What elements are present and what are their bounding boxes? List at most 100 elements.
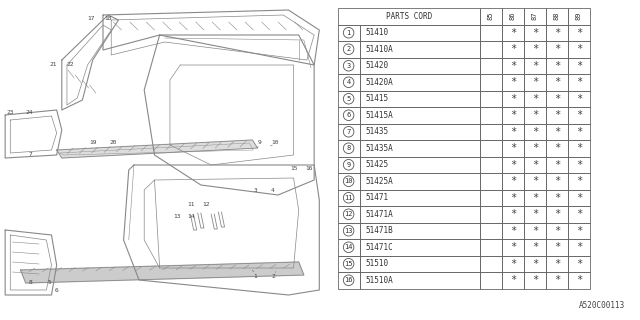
- Bar: [524, 206, 546, 222]
- Bar: [502, 25, 524, 41]
- Bar: [568, 140, 590, 156]
- Bar: [568, 107, 590, 124]
- Bar: [338, 8, 480, 25]
- Bar: [480, 25, 502, 41]
- Bar: [502, 189, 524, 206]
- Text: *: *: [509, 226, 516, 236]
- Bar: [360, 58, 480, 74]
- Text: 3: 3: [346, 63, 351, 69]
- Bar: [524, 124, 546, 140]
- Bar: [502, 239, 524, 255]
- Text: 8: 8: [29, 281, 33, 285]
- Bar: [546, 25, 568, 41]
- Text: *: *: [554, 226, 560, 236]
- Text: *: *: [532, 143, 538, 153]
- Text: 2: 2: [271, 274, 275, 278]
- Text: *: *: [576, 94, 582, 104]
- Bar: [360, 41, 480, 58]
- Text: 17: 17: [87, 15, 94, 20]
- Bar: [502, 74, 524, 91]
- Text: 16: 16: [344, 277, 353, 283]
- Bar: [546, 255, 568, 272]
- Bar: [568, 239, 590, 255]
- Text: 23: 23: [6, 109, 14, 115]
- Bar: [360, 173, 480, 189]
- Bar: [502, 272, 524, 289]
- Bar: [502, 8, 524, 25]
- Text: *: *: [554, 110, 560, 120]
- Text: 8: 8: [346, 145, 351, 151]
- Text: 51425: 51425: [365, 160, 388, 169]
- Text: 51420A: 51420A: [365, 78, 394, 87]
- Text: *: *: [532, 275, 538, 285]
- Bar: [338, 91, 360, 107]
- Bar: [568, 272, 590, 289]
- Bar: [338, 124, 360, 140]
- Text: *: *: [576, 127, 582, 137]
- Bar: [546, 189, 568, 206]
- Text: *: *: [554, 28, 560, 38]
- Bar: [360, 222, 480, 239]
- Text: *: *: [576, 61, 582, 71]
- Text: 16: 16: [305, 165, 313, 171]
- Bar: [502, 255, 524, 272]
- Bar: [338, 74, 360, 91]
- Bar: [480, 173, 502, 189]
- Bar: [546, 8, 568, 25]
- Bar: [480, 239, 502, 255]
- Text: 5: 5: [346, 96, 351, 102]
- Text: 21: 21: [50, 62, 58, 68]
- Text: *: *: [554, 242, 560, 252]
- Text: 7: 7: [29, 153, 33, 157]
- Bar: [480, 156, 502, 173]
- Bar: [480, 74, 502, 91]
- Text: 51510A: 51510A: [365, 276, 394, 285]
- Text: 13: 13: [344, 228, 353, 234]
- Bar: [502, 124, 524, 140]
- Text: 51415: 51415: [365, 94, 388, 103]
- Text: *: *: [509, 193, 516, 203]
- Text: *: *: [509, 28, 516, 38]
- Bar: [546, 272, 568, 289]
- Bar: [502, 156, 524, 173]
- Bar: [338, 206, 360, 222]
- Bar: [546, 58, 568, 74]
- Polygon shape: [20, 262, 304, 283]
- Text: 7: 7: [346, 129, 351, 135]
- Text: *: *: [554, 176, 560, 186]
- Bar: [568, 91, 590, 107]
- Text: *: *: [509, 242, 516, 252]
- Text: 51415A: 51415A: [365, 111, 394, 120]
- Bar: [338, 189, 360, 206]
- Text: *: *: [576, 242, 582, 252]
- Bar: [524, 173, 546, 189]
- Text: *: *: [509, 160, 516, 170]
- Bar: [480, 41, 502, 58]
- Text: 13: 13: [173, 214, 181, 220]
- Text: *: *: [509, 44, 516, 54]
- Bar: [502, 41, 524, 58]
- Bar: [338, 25, 360, 41]
- Text: *: *: [554, 259, 560, 269]
- Text: 2: 2: [346, 46, 351, 52]
- Text: 12: 12: [344, 211, 353, 217]
- Bar: [568, 41, 590, 58]
- Text: 19: 19: [89, 140, 97, 146]
- Text: *: *: [554, 61, 560, 71]
- Bar: [524, 8, 546, 25]
- Text: *: *: [509, 127, 516, 137]
- Text: *: *: [576, 143, 582, 153]
- Text: 9: 9: [346, 162, 351, 168]
- Text: 10: 10: [344, 178, 353, 184]
- Text: 51410: 51410: [365, 28, 388, 37]
- Text: *: *: [576, 160, 582, 170]
- Bar: [524, 25, 546, 41]
- Bar: [568, 222, 590, 239]
- Bar: [360, 140, 480, 156]
- Bar: [480, 222, 502, 239]
- Text: 51471B: 51471B: [365, 226, 394, 235]
- Text: 51435: 51435: [365, 127, 388, 136]
- Text: *: *: [509, 110, 516, 120]
- Bar: [524, 255, 546, 272]
- Text: *: *: [576, 259, 582, 269]
